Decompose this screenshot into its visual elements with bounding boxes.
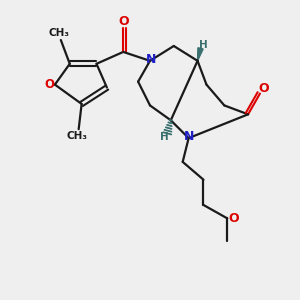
Text: O: O	[258, 82, 269, 95]
Text: N: N	[184, 130, 194, 143]
Text: O: O	[229, 212, 239, 225]
Text: H: H	[199, 40, 207, 50]
Text: CH₃: CH₃	[67, 131, 88, 141]
Text: N: N	[146, 53, 156, 66]
Text: O: O	[44, 78, 55, 91]
Text: H: H	[160, 132, 169, 142]
Text: O: O	[118, 15, 129, 28]
Text: CH₃: CH₃	[49, 28, 70, 38]
Polygon shape	[198, 48, 203, 61]
